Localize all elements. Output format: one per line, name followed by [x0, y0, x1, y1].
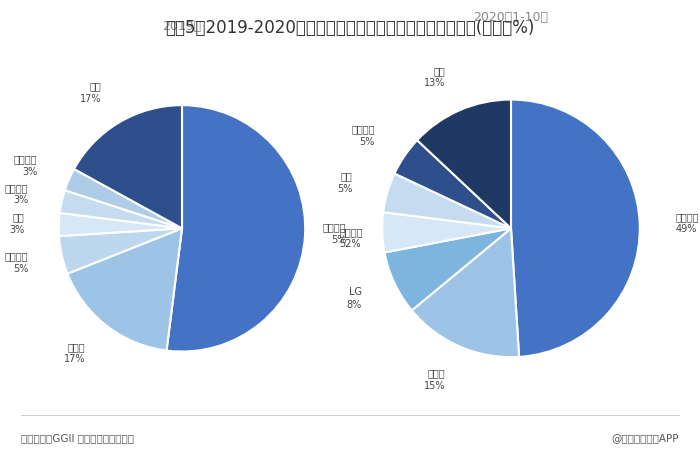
- Wedge shape: [383, 173, 511, 228]
- Text: 合肥国轩
5%: 合肥国轩 5%: [351, 124, 374, 147]
- Text: 宁德时代
49%: 宁德时代 49%: [676, 212, 699, 234]
- Text: 国轩高科
5%: 国轩高科 5%: [5, 252, 28, 274]
- Text: 图表5：2019-2020年国内动力电池企业装车量市场竞争格局(单位：%): 图表5：2019-2020年国内动力电池企业装车量市场竞争格局(单位：%): [165, 19, 535, 37]
- Text: 其他
17%: 其他 17%: [80, 82, 101, 104]
- Text: 松下
5%: 松下 5%: [337, 171, 353, 193]
- Text: 比亚迪
15%: 比亚迪 15%: [424, 369, 445, 391]
- Wedge shape: [382, 212, 511, 253]
- Text: 宁德时代
52%: 宁德时代 52%: [340, 227, 363, 249]
- Wedge shape: [59, 228, 182, 274]
- Wedge shape: [59, 213, 182, 236]
- Text: @前瞻经济学人APP: @前瞻经济学人APP: [612, 433, 679, 443]
- Wedge shape: [74, 105, 182, 228]
- Text: 力神
3%: 力神 3%: [9, 212, 25, 234]
- Text: 中航锂电
3%: 中航锂电 3%: [14, 155, 37, 177]
- Wedge shape: [511, 100, 640, 357]
- Text: 中航锂电
5%: 中航锂电 5%: [323, 222, 346, 245]
- Text: 亿纬锂能
3%: 亿纬锂能 3%: [5, 183, 28, 205]
- Title: 2019年: 2019年: [162, 20, 202, 33]
- Wedge shape: [417, 100, 511, 228]
- Wedge shape: [65, 169, 182, 228]
- Wedge shape: [167, 105, 305, 351]
- Text: 资料来源：GGII 前瞻产业研究院整理: 资料来源：GGII 前瞻产业研究院整理: [21, 433, 134, 443]
- Wedge shape: [395, 140, 511, 228]
- Wedge shape: [384, 228, 511, 310]
- Wedge shape: [60, 190, 182, 228]
- Text: LG
8%: LG 8%: [346, 288, 362, 310]
- Text: 其他
13%: 其他 13%: [424, 66, 445, 88]
- Title: 2020年1-10月: 2020年1-10月: [473, 11, 549, 24]
- Wedge shape: [412, 228, 519, 357]
- Text: 比亚迪
17%: 比亚迪 17%: [64, 342, 85, 364]
- Wedge shape: [67, 228, 182, 350]
